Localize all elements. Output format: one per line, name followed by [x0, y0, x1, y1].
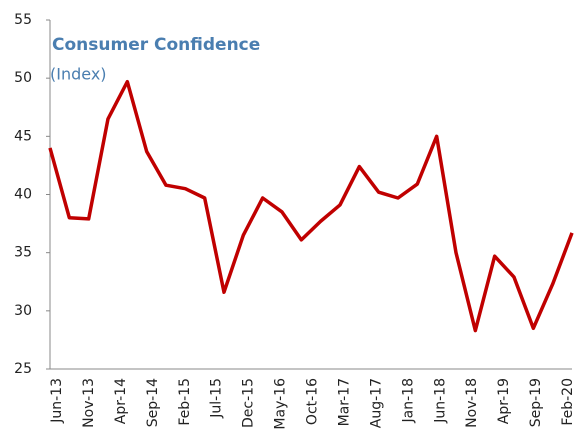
x-tick-label: May-16: [273, 378, 289, 430]
x-tick-label: Aug-17: [368, 378, 384, 428]
y-tick-label: 45: [14, 128, 32, 144]
x-tick-label: Jul-15: [209, 378, 225, 419]
chart-title: Consumer Confidence: [52, 35, 260, 55]
y-tick-label: 50: [14, 70, 32, 86]
x-tick-label: Apr-14: [113, 378, 129, 424]
x-tick-label: Oct-16: [305, 378, 321, 425]
x-tick-label: Jun-18: [432, 378, 448, 424]
y-tick-label: 30: [14, 303, 32, 319]
y-tick-label: 55: [14, 12, 32, 28]
x-tick-label: Feb-20: [560, 378, 575, 426]
x-tick-label: Dec-15: [241, 378, 257, 428]
x-tick-label: Apr-19: [496, 378, 512, 424]
x-tick-label: Jun-13: [49, 378, 65, 424]
y-tick-label: 40: [14, 187, 32, 203]
y-tick-label: 35: [14, 245, 32, 261]
chart-subtitle: (Index): [50, 65, 107, 84]
x-tick-label: Sep-19: [528, 378, 544, 427]
x-tick-label: Feb-15: [177, 378, 193, 426]
x-tick-label: Nov-13: [81, 378, 97, 428]
y-tick-label: 25: [14, 361, 32, 377]
x-tick-label: Jan-18: [400, 378, 416, 423]
x-tick-label: Nov-18: [464, 378, 480, 428]
data-line: [48, 79, 574, 333]
x-tick-label: Mar-17: [336, 378, 352, 426]
x-tick-label: Sep-14: [145, 378, 161, 427]
